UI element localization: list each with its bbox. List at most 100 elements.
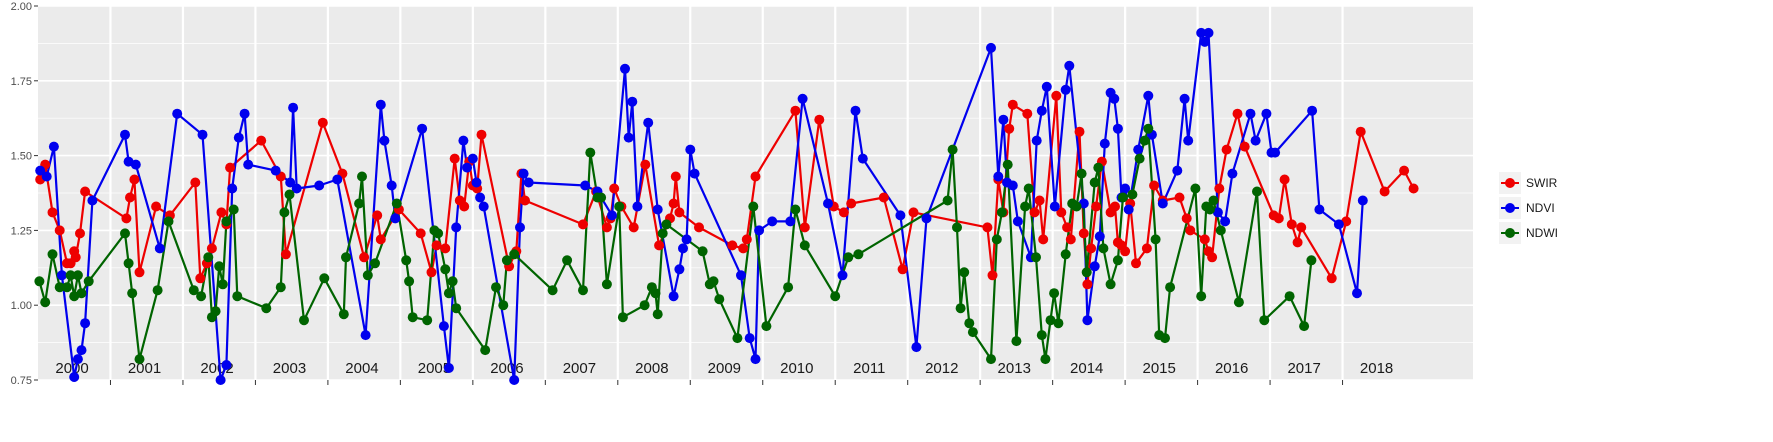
data-point xyxy=(206,243,217,254)
data-point xyxy=(203,252,214,263)
data-point xyxy=(850,105,861,116)
data-point xyxy=(1149,180,1160,191)
data-point xyxy=(741,234,752,245)
data-point xyxy=(1239,141,1250,152)
data-point xyxy=(1031,135,1042,146)
data-point xyxy=(40,297,51,308)
data-point xyxy=(1399,165,1410,176)
data-point xyxy=(1041,81,1052,92)
data-point xyxy=(1183,135,1194,146)
data-point xyxy=(708,276,719,287)
y-tick-label: 1.50 xyxy=(11,151,32,163)
data-point xyxy=(83,276,94,287)
data-point xyxy=(280,249,291,260)
data-point xyxy=(1091,201,1102,212)
data-point xyxy=(738,243,749,254)
data-point xyxy=(1112,255,1123,266)
data-point xyxy=(1078,228,1089,239)
data-point xyxy=(652,309,663,320)
data-point xyxy=(580,180,591,191)
data-point xyxy=(1071,201,1082,212)
data-point xyxy=(674,264,685,275)
data-point xyxy=(1214,183,1225,194)
data-point xyxy=(1105,279,1116,290)
data-point xyxy=(35,165,46,176)
data-point xyxy=(391,198,402,209)
data-point xyxy=(750,354,761,365)
data-point xyxy=(221,216,232,227)
data-point xyxy=(314,180,325,191)
data-point xyxy=(783,282,794,293)
y-tick-label: 1.25 xyxy=(11,225,32,237)
data-point xyxy=(1190,183,1201,194)
data-point xyxy=(1352,288,1362,299)
year-label: 2007 xyxy=(563,360,596,377)
data-point xyxy=(491,282,501,293)
data-point xyxy=(431,240,442,251)
data-point xyxy=(790,105,801,116)
data-point xyxy=(596,192,607,203)
data-point xyxy=(121,213,132,224)
data-point xyxy=(1208,195,1219,206)
data-point xyxy=(650,288,661,299)
data-point xyxy=(401,255,412,266)
data-point xyxy=(652,204,663,215)
data-point xyxy=(657,228,668,239)
data-point xyxy=(125,192,135,203)
data-point xyxy=(1270,147,1281,158)
data-point xyxy=(1174,192,1185,203)
data-point xyxy=(754,225,765,236)
data-point xyxy=(607,210,617,221)
year-label: 2011 xyxy=(853,360,885,377)
data-point xyxy=(221,360,232,370)
data-point xyxy=(1220,216,1231,227)
data-point xyxy=(1273,213,1284,224)
data-point xyxy=(1207,252,1218,263)
data-point xyxy=(1045,315,1056,326)
legend-key-point xyxy=(1505,203,1515,213)
data-point xyxy=(1179,93,1190,104)
data-point xyxy=(76,288,87,299)
data-point xyxy=(1196,291,1207,302)
data-point xyxy=(151,201,162,212)
data-point xyxy=(578,219,588,230)
data-point xyxy=(797,93,808,104)
data-point xyxy=(163,216,174,227)
data-point xyxy=(620,63,630,74)
data-point xyxy=(407,312,418,323)
data-point xyxy=(1133,144,1144,155)
data-point xyxy=(661,219,672,230)
data-point xyxy=(1181,213,1192,224)
data-point xyxy=(360,330,371,341)
year-label: 2018 xyxy=(1360,360,1393,377)
data-point xyxy=(1357,195,1368,206)
data-point xyxy=(34,276,45,287)
data-point xyxy=(443,363,454,373)
data-point xyxy=(232,291,243,302)
data-point xyxy=(291,183,302,194)
data-point xyxy=(1049,288,1060,299)
year-label: 2014 xyxy=(1070,360,1103,377)
data-point xyxy=(239,108,250,119)
data-point xyxy=(375,99,386,110)
data-point xyxy=(1007,180,1018,191)
data-point xyxy=(1408,183,1419,194)
data-point xyxy=(1141,243,1152,254)
data-point xyxy=(41,171,52,182)
data-point xyxy=(1139,135,1150,146)
legend-label-ndwi: NDWI xyxy=(1526,226,1558,240)
data-point xyxy=(1093,162,1104,173)
data-point xyxy=(1099,138,1110,149)
data-point xyxy=(1233,297,1244,308)
data-point xyxy=(1143,123,1154,134)
data-point xyxy=(415,228,426,239)
data-point xyxy=(87,195,98,206)
data-point xyxy=(130,159,141,170)
data-point xyxy=(1123,204,1134,215)
data-point xyxy=(372,210,383,221)
data-point xyxy=(1314,204,1325,215)
data-point xyxy=(120,129,130,140)
data-point xyxy=(1112,123,1123,134)
data-point xyxy=(578,285,588,296)
